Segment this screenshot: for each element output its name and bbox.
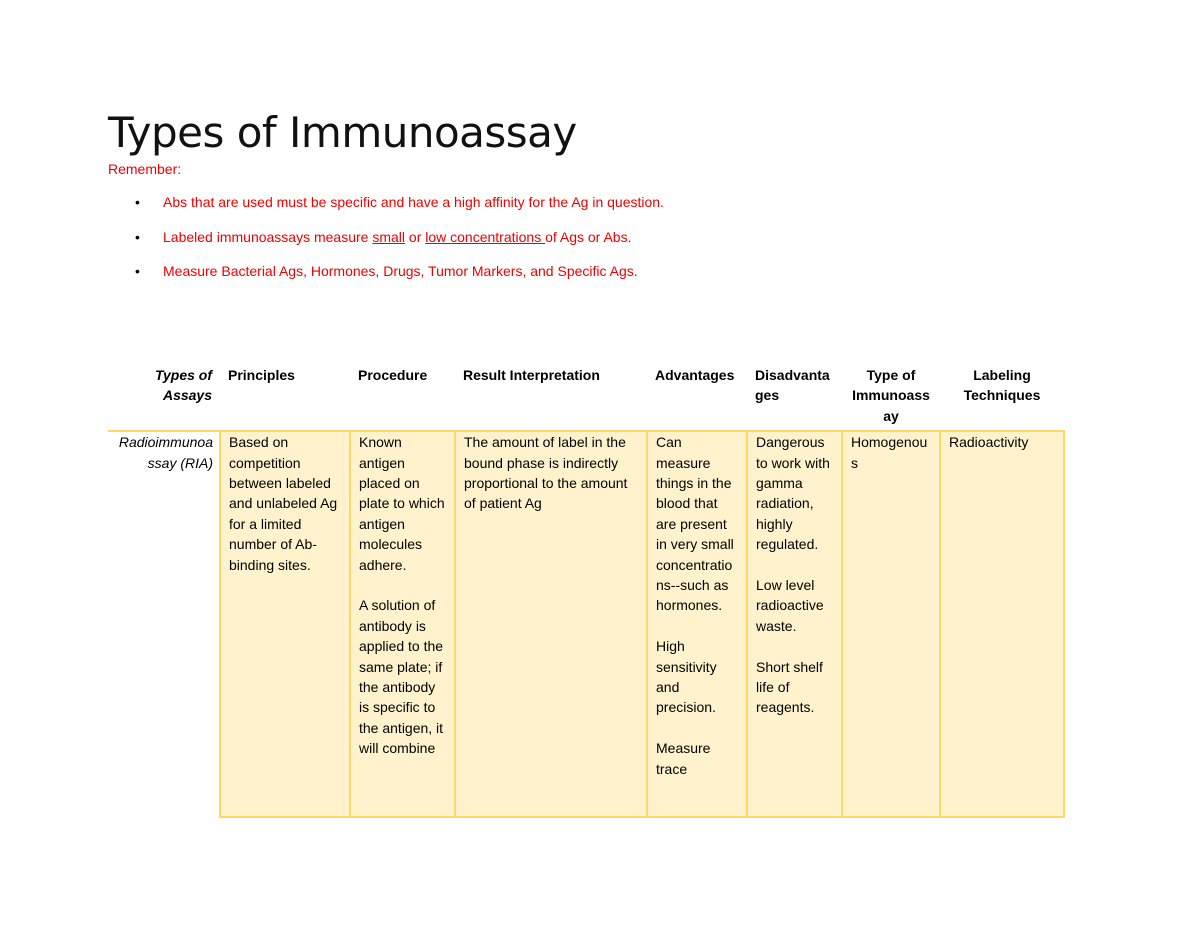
cell-paragraph: Homogenous	[851, 434, 928, 471]
underlined-text: small	[372, 228, 406, 245]
table-cell: Known antigen placed on plate to which a…	[349, 430, 456, 819]
cell-paragraph: Known antigen placed on plate to which a…	[359, 434, 445, 573]
bullet-text: Measure Bacterial Ags, Hormones, Drugs, …	[163, 263, 638, 279]
column-header: Type of Immunoassay	[842, 363, 940, 433]
column-header: Procedure	[350, 363, 455, 433]
bullet: Measure Bacterial Ags, Hormones, Drugs, …	[135, 263, 664, 298]
table-cell: Based on competition between labeled and…	[219, 430, 351, 819]
assay-table: Types of Assays Principles Procedure Result…	[108, 363, 1065, 819]
cell-content: The amount of label in the bound phase i…	[456, 432, 646, 816]
table-cell: Can measure things in the blood that are…	[646, 430, 748, 819]
table-cell: Radioimmunoassay (RIA)	[108, 431, 221, 818]
bullet-text: Abs that are used must be specific and h…	[163, 194, 664, 210]
cell-paragraph: The amount of label in the bound phase i…	[464, 434, 628, 512]
table-cell: Dangerous to work with gamma radiation, …	[746, 430, 843, 819]
cell-paragraph: Short shelf life of reagents.	[756, 658, 823, 716]
title: Types of Immunoassay	[108, 108, 577, 157]
bullet-list: Abs that are used must be specific and h…	[135, 194, 664, 298]
cell-content: Can measure things in the blood that are…	[648, 432, 746, 816]
cell-paragraph: Measure trace	[656, 740, 711, 777]
bullet-text: Labeled immunoassays measure	[163, 228, 373, 245]
table-cell: The amount of label in the bound phase i…	[454, 430, 648, 819]
bullet: Abs that are used must be specific and h…	[135, 194, 664, 229]
cell-content: Homogenous	[843, 432, 939, 816]
cell-content: Radioimmunoassay (RIA)	[108, 432, 219, 816]
cell-paragraph: Radioactivity	[949, 434, 1029, 451]
column-header: Disadvantages	[747, 363, 842, 433]
cell-paragraph: Based on competition between labeled and…	[229, 434, 338, 573]
cell-paragraph: Dangerous to work with gamma radiation, …	[756, 434, 830, 553]
cell-paragraph: Can measure things in the blood that are…	[656, 434, 734, 614]
cell-paragraph: A solution of antibody is applied to the…	[359, 597, 444, 757]
column-header: Principles	[220, 363, 350, 433]
cell-paragraph: Radioimmunoassay (RIA)	[118, 434, 213, 471]
cell-content: Known antigen placed on plate to which a…	[351, 432, 454, 816]
table-cell: Radioactivity	[939, 430, 1065, 819]
remember-label: Remember:	[108, 161, 182, 177]
cell-paragraph: Low level radioactive waste.	[756, 577, 824, 634]
column-header: Result Interpretation	[455, 363, 647, 433]
cell-paragraph: High sensitivity and precision.	[656, 638, 717, 716]
cell-content: Radioactivity	[941, 432, 1063, 816]
column-header: Advantages	[647, 363, 747, 433]
underlined-text: low concentrations	[425, 228, 546, 245]
table-cell: Homogenous	[841, 430, 941, 819]
cell-content: Dangerous to work with gamma radiation, …	[748, 432, 841, 816]
column-header: Labeling Techniques	[940, 363, 1064, 433]
column-header: Types of Assays	[108, 363, 220, 433]
bullet: Labeled immunoassays measure small or lo…	[135, 229, 664, 264]
table-body: Radioimmunoassay (RIA) Based on competiti…	[108, 430, 1065, 819]
table-row: Radioimmunoassay (RIA) Based on competiti…	[108, 430, 1065, 819]
bullet-text: or	[405, 228, 426, 245]
bullet-text: of Ags or Abs.	[545, 228, 632, 245]
header-row: Types of Assays Principles Procedure Result…	[108, 363, 1064, 433]
cell-content: Based on competition between labeled and…	[221, 432, 349, 816]
